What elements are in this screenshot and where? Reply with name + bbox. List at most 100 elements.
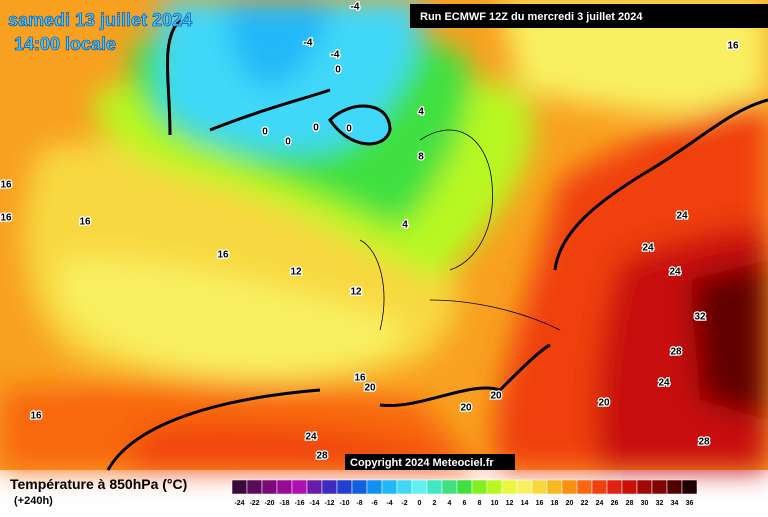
contour-label: 0 — [313, 123, 319, 134]
legend-swatch — [516, 479, 533, 495]
contour-label: 0 — [346, 124, 352, 135]
legend-label: 12 — [506, 500, 514, 507]
copyright-banner — [345, 454, 515, 470]
legend-label: 26 — [611, 500, 619, 507]
legend-label: -8 — [356, 500, 362, 507]
legend-swatch — [246, 479, 263, 495]
contour-label: 4 — [402, 220, 408, 231]
run-banner — [410, 4, 768, 28]
contour-label: 4 — [418, 107, 424, 118]
legend-label: 34 — [671, 500, 679, 507]
legend-label: 2 — [433, 500, 437, 507]
legend-swatch — [261, 479, 278, 495]
legend-label: -18 — [279, 500, 289, 507]
legend-swatch — [441, 479, 458, 495]
contour-label: 24 — [669, 267, 681, 278]
contour-label: 16 — [0, 180, 12, 191]
legend-label: 16 — [536, 500, 544, 507]
legend-swatch — [411, 479, 428, 495]
legend-label: -20 — [264, 500, 274, 507]
legend-swatch — [306, 479, 323, 495]
legend-label: -24 — [234, 500, 244, 507]
legend-swatch — [351, 479, 368, 495]
forecast-time: 14:00 locale — [14, 34, 116, 54]
contour-label: 24 — [642, 243, 654, 254]
legend-label: 8 — [478, 500, 482, 507]
contour-label: 0 — [285, 137, 291, 148]
variable-title: Température à 850hPa (°C) — [10, 476, 187, 492]
legend-label: 0 — [418, 500, 422, 507]
legend-swatch — [651, 479, 668, 495]
contour-label: 0 — [262, 127, 268, 138]
contour-label: -4 — [331, 50, 340, 61]
legend-swatch — [636, 479, 653, 495]
legend-label: 32 — [656, 500, 664, 507]
contour-label: 0 — [335, 65, 341, 76]
contour-label: 24 — [676, 211, 688, 222]
legend-label: -22 — [249, 500, 259, 507]
contour-label: 12 — [290, 267, 302, 278]
copyright: Copyright 2024 Meteociel.fr — [350, 457, 494, 469]
contour-label: 16 — [354, 373, 366, 384]
legend-label: 6 — [463, 500, 467, 507]
run-info: Run ECMWF 12Z du mercredi 3 juillet 2024 — [420, 11, 643, 23]
legend-label: 20 — [566, 500, 574, 507]
legend-swatch — [606, 479, 623, 495]
legend-label: -10 — [339, 500, 349, 507]
contour-label: 12 — [350, 287, 362, 298]
contour-label: 32 — [694, 312, 706, 323]
legend-swatch — [666, 479, 683, 495]
contour-label: -4 — [304, 38, 313, 49]
legend-label: 22 — [581, 500, 589, 507]
legend-swatch — [396, 479, 413, 495]
legend-label: 14 — [521, 500, 529, 507]
contour-label: 20 — [460, 403, 472, 414]
legend-swatch — [531, 479, 548, 495]
forecast-date: samedi 13 juillet 2024 — [8, 10, 192, 30]
legend-label: -16 — [294, 500, 304, 507]
legend-label: 28 — [626, 500, 634, 507]
contour-label: -4 — [351, 2, 360, 13]
legend-label: -12 — [324, 500, 334, 507]
contour-label: 16 — [79, 217, 91, 228]
legend-swatch — [381, 479, 398, 495]
legend-label: -2 — [401, 500, 407, 507]
legend-swatch — [276, 479, 293, 495]
legend-swatch — [681, 479, 698, 495]
legend-label: 4 — [448, 500, 452, 507]
legend-label: 10 — [491, 500, 499, 507]
legend-swatch — [486, 479, 503, 495]
legend-swatch — [456, 479, 473, 495]
lead-time: (+240h) — [14, 495, 53, 507]
legend-label: -4 — [386, 500, 392, 507]
legend-swatch — [231, 479, 248, 495]
legend-label: 18 — [551, 500, 559, 507]
legend-swatch — [291, 479, 308, 495]
legend-swatch — [576, 479, 593, 495]
contour-label: 20 — [364, 383, 376, 394]
legend-swatch — [321, 479, 338, 495]
contour-label: 20 — [598, 398, 610, 409]
legend-label: -6 — [371, 500, 377, 507]
contour-label: 8 — [418, 152, 424, 163]
legend-swatch — [426, 479, 443, 495]
contour-label: 28 — [670, 347, 682, 358]
legend-swatch — [621, 479, 638, 495]
contour-label: 16 — [0, 213, 12, 224]
contour-label: 24 — [658, 378, 670, 389]
map — [0, 0, 768, 471]
contour-label: 16 — [727, 41, 739, 52]
contour-label: 28 — [698, 437, 710, 448]
contour-label: 20 — [490, 391, 502, 402]
contour-label: 16 — [217, 250, 229, 261]
legend-label: 36 — [686, 500, 694, 507]
legend-swatch — [591, 479, 608, 495]
legend-label: 30 — [641, 500, 649, 507]
legend-label: 24 — [596, 500, 604, 507]
legend-swatch — [501, 479, 518, 495]
legend-swatch — [471, 479, 488, 495]
legend-swatch — [366, 479, 383, 495]
legend-label: -14 — [309, 500, 319, 507]
contour-label: 16 — [30, 411, 42, 422]
